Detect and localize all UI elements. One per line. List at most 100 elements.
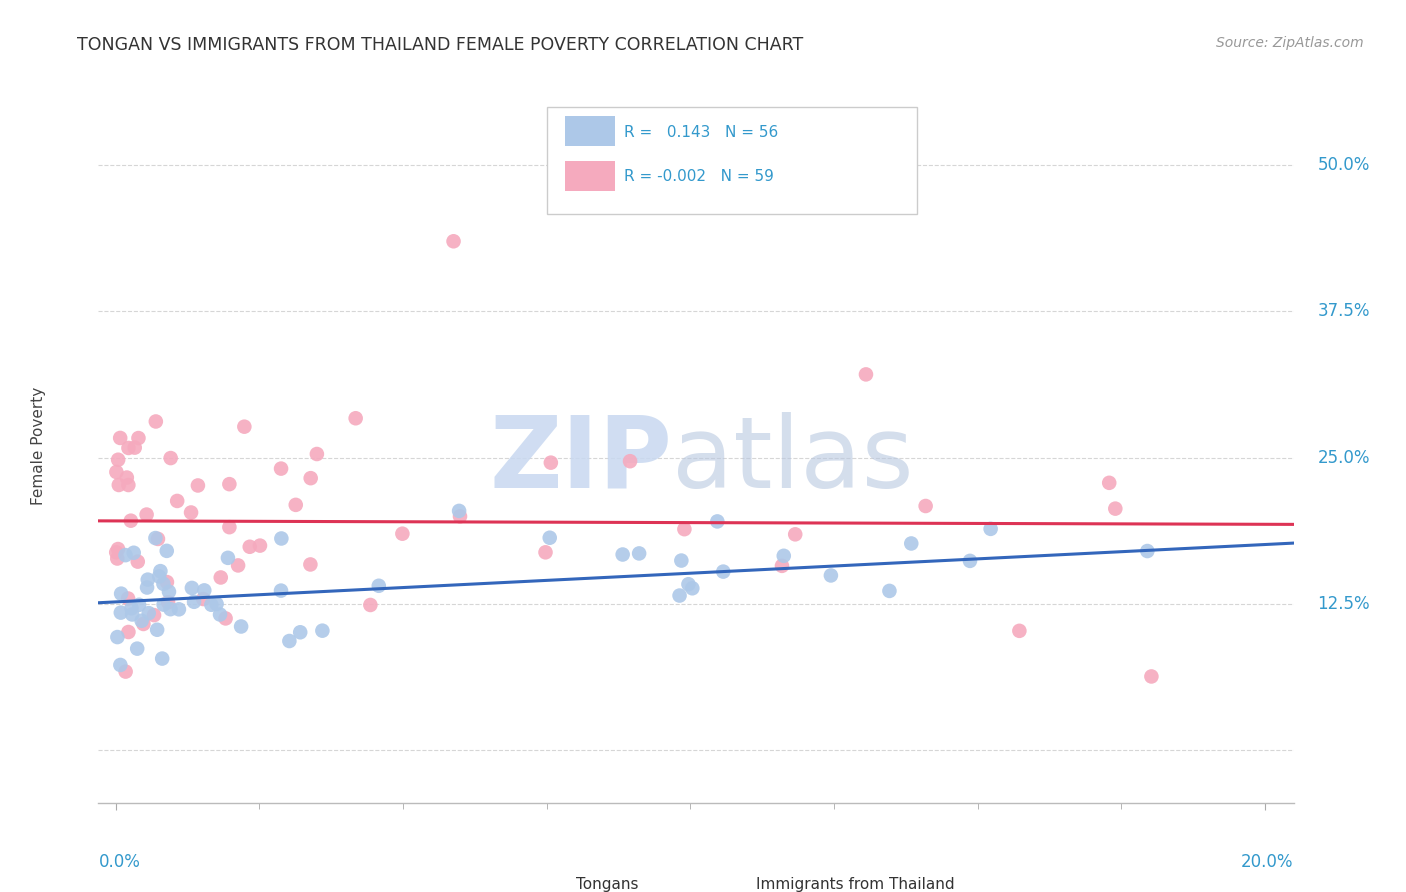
Point <box>980 522 1002 536</box>
Text: Female Poverty: Female Poverty <box>31 387 46 505</box>
Point <box>270 461 292 475</box>
Point <box>105 630 128 644</box>
Text: 37.5%: 37.5% <box>1317 302 1369 320</box>
Point <box>671 553 693 567</box>
Point <box>127 431 149 445</box>
Point <box>270 532 292 546</box>
Point <box>540 456 562 470</box>
Point <box>344 411 367 425</box>
Text: 0.0%: 0.0% <box>98 853 141 871</box>
Point <box>150 651 173 665</box>
Point <box>105 545 128 559</box>
Text: Tongans: Tongans <box>576 877 638 892</box>
Point <box>110 587 132 601</box>
Point <box>233 419 256 434</box>
Point <box>311 624 333 638</box>
Point <box>180 506 202 520</box>
Point <box>117 625 139 640</box>
Point <box>193 592 215 607</box>
Point <box>121 607 143 622</box>
Point <box>127 641 149 656</box>
Point <box>143 608 166 623</box>
Point <box>299 558 322 572</box>
Point <box>166 494 188 508</box>
Point <box>108 431 131 445</box>
Point <box>673 522 696 536</box>
Point <box>391 526 413 541</box>
Text: 50.0%: 50.0% <box>1317 156 1369 174</box>
Point <box>187 478 209 492</box>
Point <box>117 478 139 492</box>
Point <box>299 471 322 485</box>
Point <box>193 583 215 598</box>
Point <box>200 598 222 612</box>
Point <box>180 581 202 595</box>
Point <box>785 527 807 541</box>
Text: TONGAN VS IMMIGRANTS FROM THAILAND FEMALE POVERTY CORRELATION CHART: TONGAN VS IMMIGRANTS FROM THAILAND FEMAL… <box>77 36 804 54</box>
Point <box>678 577 700 591</box>
Point <box>127 555 149 569</box>
Point <box>136 573 159 587</box>
Point <box>914 499 936 513</box>
Point <box>156 575 179 590</box>
Point <box>146 532 169 546</box>
Point <box>107 452 129 467</box>
Point <box>107 542 129 557</box>
Point <box>772 549 794 563</box>
Point <box>218 477 240 491</box>
Point <box>628 546 651 560</box>
Text: R = -0.002   N = 59: R = -0.002 N = 59 <box>624 169 775 185</box>
Point <box>290 625 312 640</box>
Point <box>145 415 167 429</box>
Point <box>115 470 138 484</box>
Point <box>1104 501 1126 516</box>
Point <box>209 570 232 584</box>
Point <box>214 611 236 625</box>
Point <box>135 508 157 522</box>
Point <box>114 548 136 562</box>
Point <box>183 595 205 609</box>
Text: Source: ZipAtlas.com: Source: ZipAtlas.com <box>1216 36 1364 50</box>
Point <box>105 551 128 566</box>
Point <box>110 657 132 672</box>
Point <box>156 544 179 558</box>
Point <box>270 583 292 598</box>
FancyBboxPatch shape <box>526 871 569 892</box>
Point <box>770 558 793 573</box>
Point <box>239 540 262 554</box>
Text: 20.0%: 20.0% <box>1241 853 1294 871</box>
Point <box>305 447 328 461</box>
Point <box>681 582 703 596</box>
Point <box>157 595 180 609</box>
Point <box>538 531 561 545</box>
Point <box>131 614 153 628</box>
Point <box>110 606 132 620</box>
Point <box>145 531 167 545</box>
Point <box>218 520 240 534</box>
Point <box>900 536 922 550</box>
FancyBboxPatch shape <box>565 116 614 146</box>
Point <box>612 548 634 562</box>
Point <box>1140 669 1163 683</box>
Point <box>711 565 734 579</box>
Point <box>208 607 231 622</box>
Point <box>120 514 142 528</box>
Point <box>278 634 301 648</box>
Point <box>619 454 641 468</box>
Point <box>132 617 155 632</box>
Point <box>1008 624 1031 638</box>
Point <box>668 589 690 603</box>
Text: ZIP: ZIP <box>489 412 672 508</box>
Point <box>128 598 150 612</box>
Point <box>121 601 143 615</box>
Point <box>167 602 190 616</box>
Point <box>249 539 271 553</box>
Point <box>959 554 981 568</box>
Point <box>284 498 307 512</box>
Point <box>534 545 557 559</box>
Text: 12.5%: 12.5% <box>1317 595 1369 613</box>
Point <box>367 579 389 593</box>
Point <box>706 515 728 529</box>
Point <box>152 577 174 591</box>
Point <box>449 509 471 524</box>
